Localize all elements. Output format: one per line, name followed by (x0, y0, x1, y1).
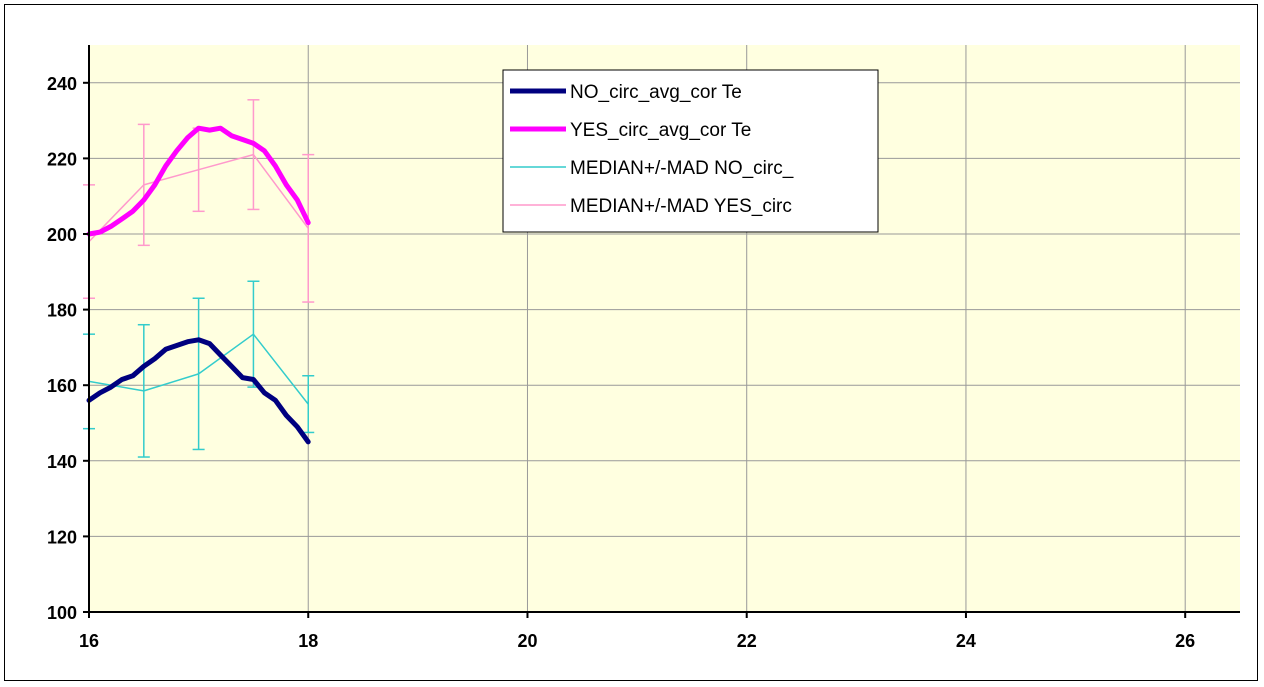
x-tick-label: 18 (298, 631, 318, 651)
series-group (86, 337, 311, 445)
series-line (86, 125, 311, 237)
y-tick-label: 120 (47, 527, 77, 547)
series-line (86, 337, 311, 445)
series-layer (83, 99, 315, 458)
series-group (86, 125, 311, 237)
y-tick-label: 160 (47, 376, 77, 396)
legend: NO_circ_avg_cor Te YES_circ_avg_cor Te MED… (502, 69, 879, 233)
legend-label: YES_circ_avg_cor Te (570, 120, 751, 141)
y-tick-label: 220 (47, 149, 77, 169)
legend-label: MEDIAN+/-MAD YES_circ (570, 196, 792, 217)
axes: 16 18 20 22 24 26 100 120 140 160 180 200 220 240 (47, 45, 1240, 651)
series-line (88, 153, 309, 243)
x-tick-label: 24 (956, 631, 976, 651)
legend-label: NO_circ_avg_cor Te (570, 82, 742, 103)
x-tick-label: 26 (1175, 631, 1195, 651)
x-tick-label: 22 (737, 631, 757, 651)
y-tick-label: 240 (47, 74, 77, 94)
x-tick-label: 16 (79, 631, 99, 651)
y-tick-label: 100 (47, 603, 77, 623)
y-tick-label: 180 (47, 301, 77, 321)
legend-label: MEDIAN+/-MAD NO_circ_ (570, 158, 794, 179)
x-tick-label: 20 (517, 631, 537, 651)
y-tick-label: 200 (47, 225, 77, 245)
series-line (88, 333, 309, 405)
y-tick-label: 140 (47, 452, 77, 472)
gridlines (89, 45, 1240, 612)
